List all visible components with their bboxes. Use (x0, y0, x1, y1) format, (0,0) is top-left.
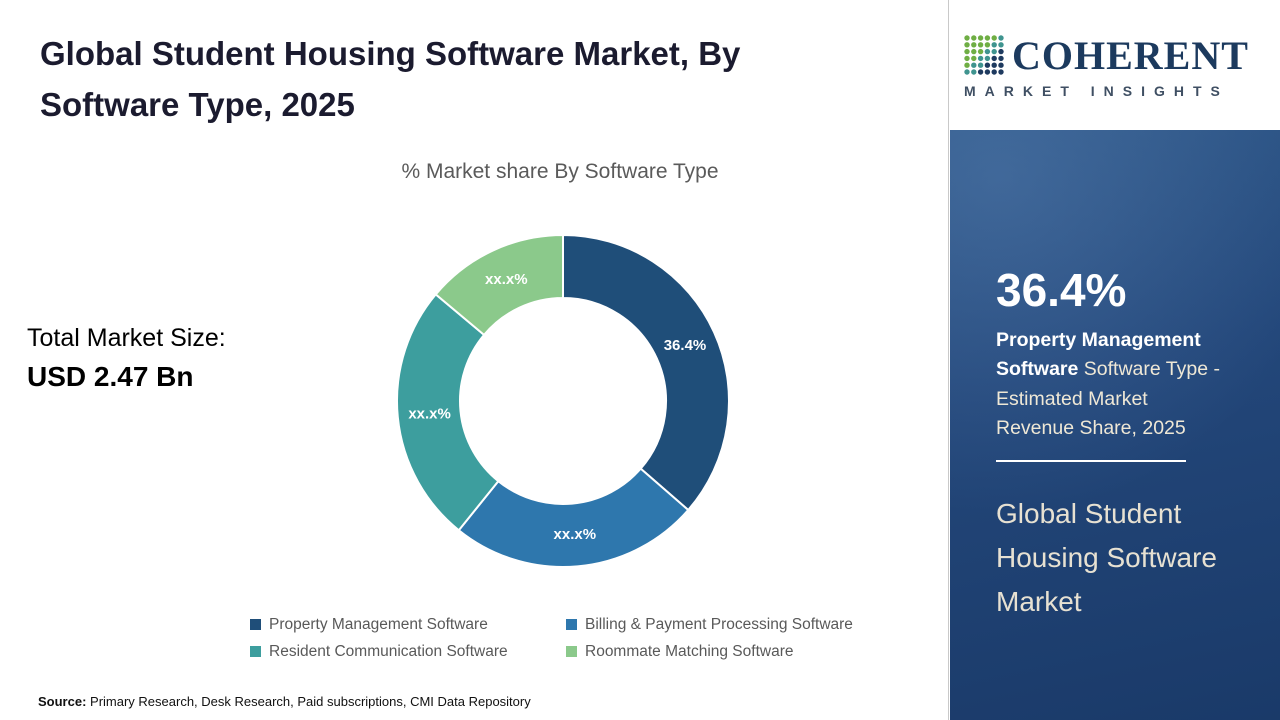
donut-segment-2 (396, 292, 500, 532)
slice-label-2: xx.x% (408, 406, 451, 423)
chart-subtitle: % Market share By Software Type (401, 160, 719, 183)
legend-item-1: Billing & Payment Processing Software (566, 616, 853, 634)
logo-tagline: MARKET INSIGHTS (964, 82, 1229, 99)
vertical-divider (948, 0, 949, 720)
right-panel: 36.4% Property Management Software Softw… (950, 130, 1280, 720)
source-note: Source: Primary Research, Desk Research,… (38, 694, 531, 709)
logo-area: COHERENT MARKET INSIGHTS (950, 0, 1280, 130)
total-market-value: USD 2.47 Bn (27, 361, 194, 392)
legend-label-2: Resident Communication Software (269, 643, 508, 660)
legend-swatch-1 (566, 619, 577, 630)
legend-label-3: Roommate Matching Software (585, 643, 794, 660)
stat-description-rest: Software Type - Estimated Market Revenue… (996, 358, 1220, 439)
legend-swatch-2 (250, 646, 261, 657)
chart-legend: Property Management Software Billing & Pa… (250, 616, 853, 661)
panel-divider-line (996, 460, 1186, 462)
highlight-stat-description: Property Management Software Software Ty… (996, 326, 1228, 443)
legend-item-0: Property Management Software (250, 616, 566, 634)
source-label: Source: (38, 694, 87, 709)
legend-label-0: Property Management Software (269, 616, 488, 633)
legend-item-2: Resident Communication Software (250, 643, 566, 661)
slice-label-0: 36.4% (664, 337, 707, 354)
legend-label-1: Billing & Payment Processing Software (585, 616, 853, 633)
highlight-stat-value: 36.4% (996, 264, 1127, 316)
stat-description-bold: Property Management Software (996, 329, 1201, 381)
logo-wordmark: COHERENT (1012, 32, 1249, 78)
donut-chart: 36.4% xx.x% xx.x% xx.x% (396, 233, 730, 568)
slice-label-1: xx.x% (554, 526, 597, 543)
donut-segment-0 (562, 233, 730, 512)
legend-swatch-3 (566, 646, 577, 657)
legend-swatch-0 (250, 619, 261, 630)
market-name: Global Student Housing Software Market (996, 498, 1218, 618)
slice-label-3: xx.x% (485, 271, 528, 288)
coherent-logo-icon (964, 35, 1004, 75)
coherent-logo: COHERENT (962, 32, 1280, 79)
source-text: Primary Research, Desk Research, Paid su… (86, 694, 531, 709)
total-market-label: Total Market Size: (27, 324, 226, 352)
page-title: Global Student Housing Software Market, … (40, 35, 741, 124)
total-market-size: Total Market Size: USD 2.47 Bn (27, 324, 226, 393)
donut-segment-1 (457, 467, 690, 568)
donut-segment-3 (434, 233, 564, 337)
legend-item-3: Roommate Matching Software (566, 643, 853, 661)
